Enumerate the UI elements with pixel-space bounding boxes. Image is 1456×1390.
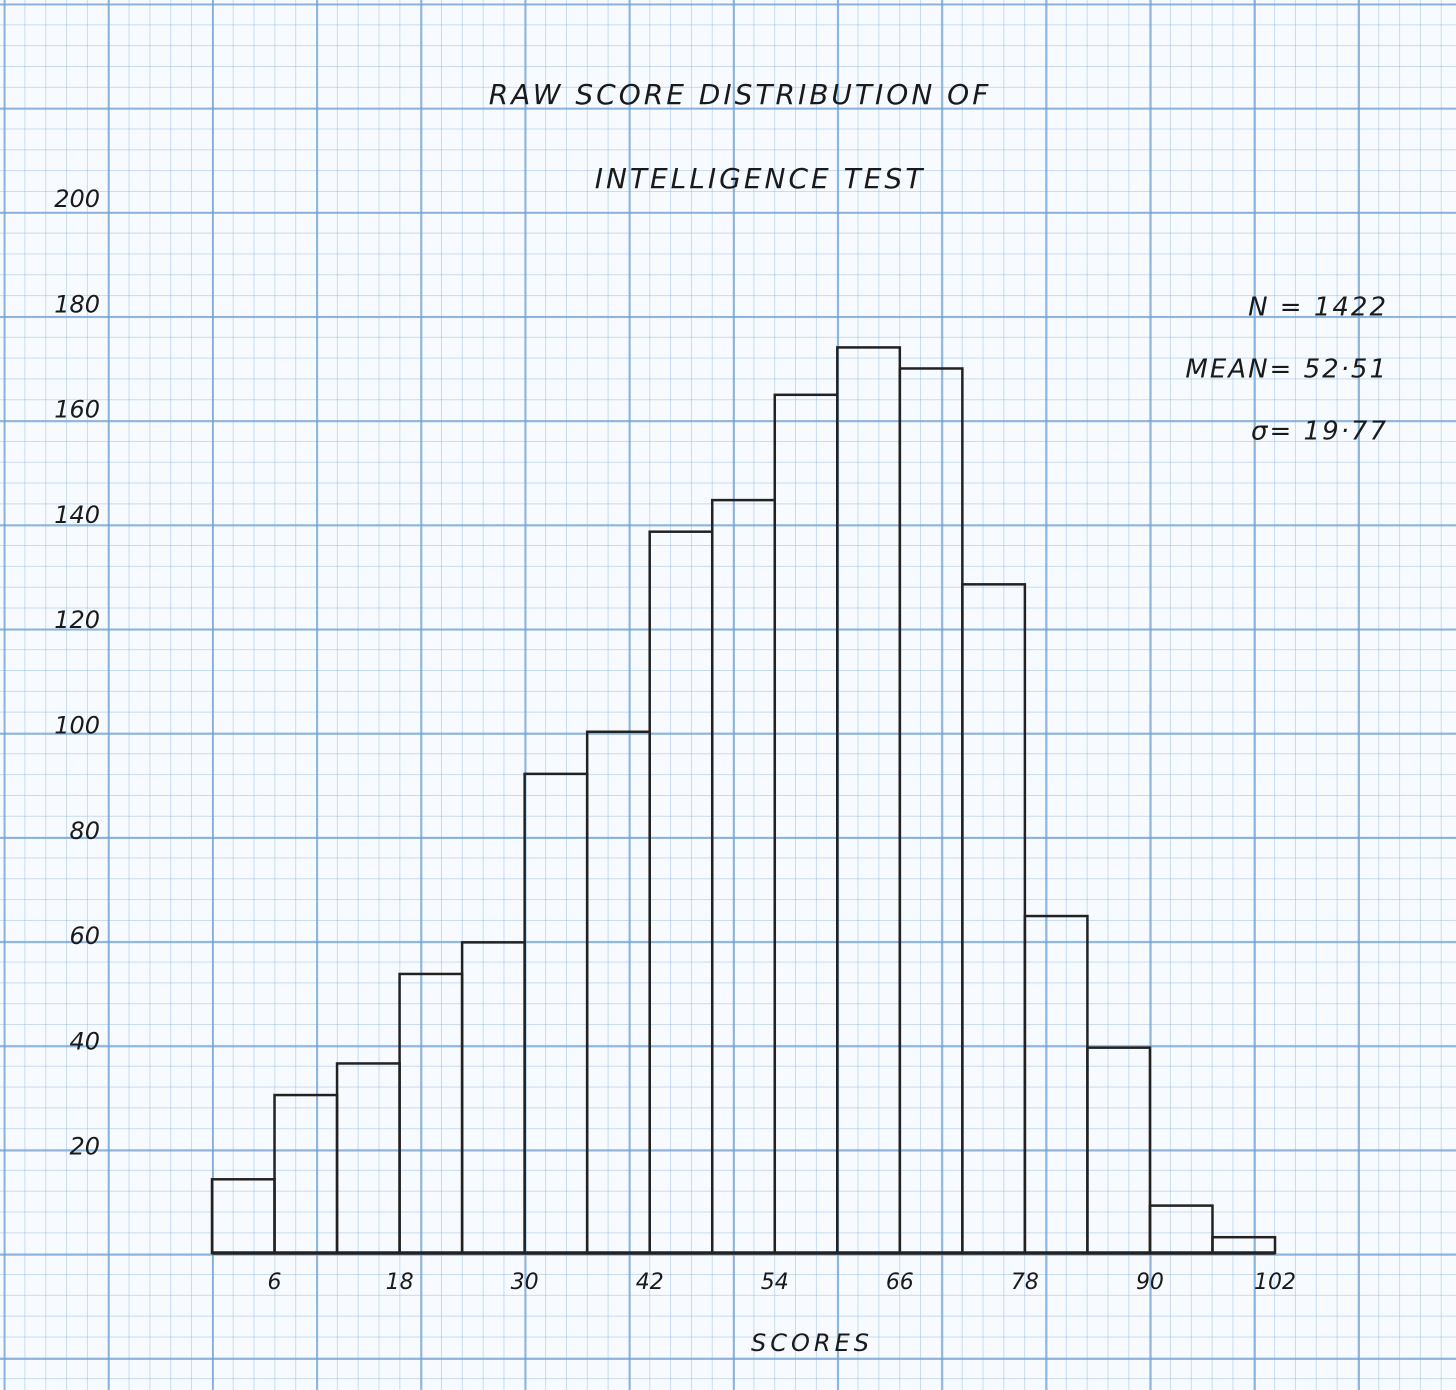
bar xyxy=(773,393,839,1255)
annotation: N = 1422 xyxy=(1248,293,1388,323)
y-tick-label: 80 xyxy=(69,817,100,845)
chart-title: RAW SCORE DISTRIBUTION OF xyxy=(489,78,992,111)
bar xyxy=(460,941,526,1255)
y-tick-label: 200 xyxy=(54,185,100,213)
annotation: MEAN= 52·51 xyxy=(1185,355,1388,385)
y-tick-label: 180 xyxy=(54,290,100,318)
bar xyxy=(1023,914,1089,1255)
bar xyxy=(648,530,714,1255)
annotation: σ= 19·77 xyxy=(1251,417,1388,447)
bar xyxy=(710,498,777,1255)
x-tick-label: 102 xyxy=(1254,1270,1296,1295)
bar xyxy=(898,367,964,1255)
x-axis-label: SCORES xyxy=(751,1329,873,1357)
bar xyxy=(523,772,589,1255)
bar xyxy=(1148,1204,1214,1255)
bar xyxy=(398,972,464,1255)
x-tick-label: 30 xyxy=(511,1270,539,1295)
y-tick-label: 20 xyxy=(69,1133,100,1161)
y-tick-label: 100 xyxy=(54,712,100,740)
y-tick-label: 60 xyxy=(69,922,100,950)
x-tick-label: 90 xyxy=(1136,1270,1164,1295)
y-tick-label: 160 xyxy=(54,396,100,424)
bar xyxy=(1211,1235,1277,1255)
bar xyxy=(210,1178,276,1255)
bar xyxy=(273,1093,339,1255)
x-tick-label: 66 xyxy=(886,1270,914,1295)
y-tick-label: 120 xyxy=(54,606,100,634)
bar xyxy=(836,346,902,1255)
chart-title: INTELLIGENCE TEST xyxy=(595,162,926,195)
bar xyxy=(961,583,1027,1255)
bar xyxy=(585,730,651,1255)
x-tick-label: 18 xyxy=(386,1270,414,1295)
x-tick-label: 6 xyxy=(268,1270,282,1295)
y-tick-label: 140 xyxy=(54,501,100,529)
x-tick-label: 78 xyxy=(1011,1270,1039,1295)
x-tick-label: 54 xyxy=(761,1270,789,1295)
bar xyxy=(335,1062,401,1255)
y-tick-label: 40 xyxy=(69,1027,100,1055)
x-tick-label: 42 xyxy=(636,1270,664,1295)
bar xyxy=(1086,1046,1152,1255)
